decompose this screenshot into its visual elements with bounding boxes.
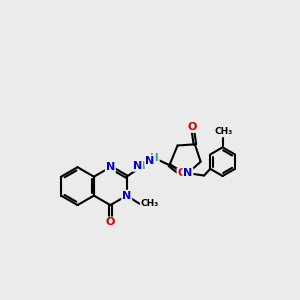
- Text: H: H: [137, 161, 146, 171]
- Text: CH₃: CH₃: [214, 128, 233, 136]
- Text: CH₃: CH₃: [141, 199, 159, 208]
- Text: N: N: [133, 161, 142, 171]
- Text: N: N: [183, 168, 193, 178]
- Text: N: N: [106, 162, 115, 172]
- Text: N: N: [145, 155, 154, 166]
- Text: O: O: [188, 122, 197, 132]
- Text: N: N: [122, 190, 131, 201]
- Text: O: O: [106, 218, 115, 227]
- Text: H: H: [150, 153, 159, 163]
- Text: O: O: [178, 168, 187, 178]
